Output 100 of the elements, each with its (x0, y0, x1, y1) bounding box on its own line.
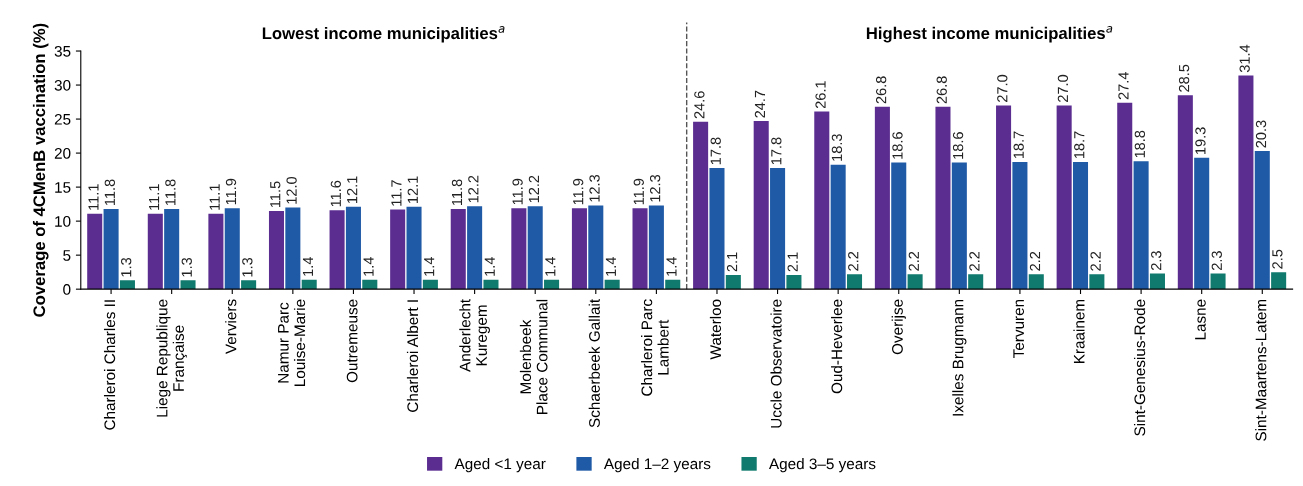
data-label: 12.3 (589, 174, 600, 202)
bar (874, 106, 890, 290)
bar (725, 274, 741, 290)
data-label: 1.4 (424, 257, 435, 276)
x-tick-label: Waterloo (709, 299, 722, 360)
bar (390, 209, 406, 290)
x-tick-label: Namur Parc Louise-Marie (278, 299, 306, 386)
x-tick-label: Liege Republique Française (156, 299, 188, 417)
x-tick-label: Anderlecht Kuregem (459, 299, 490, 372)
y-tick-label: 30 (54, 79, 71, 91)
data-label: 11.9 (225, 178, 237, 205)
bar (544, 279, 560, 290)
data-label: 12.3 (649, 174, 661, 202)
data-label: 2.1 (787, 252, 798, 272)
x-tick-label: Verviers (225, 299, 237, 355)
data-label: 18.6 (892, 132, 903, 159)
bar (891, 162, 907, 290)
bar (648, 205, 664, 290)
bar (1056, 105, 1072, 290)
data-label: 2.2 (848, 251, 859, 271)
data-label: 17.8 (710, 137, 721, 165)
bar (709, 168, 725, 290)
x-tick-label: Outremeuse (346, 299, 358, 383)
bar (208, 213, 224, 290)
y-tick-label: 35 (54, 45, 71, 57)
data-label: 24.6 (694, 91, 705, 119)
bar (968, 274, 984, 290)
data-label: 11.8 (451, 179, 463, 205)
y-tick-label: 15 (55, 182, 71, 193)
data-label: 26.8 (875, 76, 887, 104)
y-tick-label: 0 (63, 284, 71, 295)
bar (632, 208, 648, 290)
data-label: 11.1 (209, 184, 220, 210)
bar (103, 208, 119, 290)
data-label: 28.5 (1178, 64, 1190, 92)
bar (1149, 273, 1165, 290)
y-axis-title: Coverage of 4CMenB vaccination (%) (32, 23, 49, 317)
bar (1254, 151, 1270, 290)
x-tick-label: Molenbeek Place Communal (519, 299, 548, 414)
bar (467, 206, 483, 290)
legend-label: Aged <1 year (454, 458, 546, 473)
bar (846, 274, 863, 290)
data-label: 12.2 (468, 175, 479, 203)
bar (527, 206, 543, 290)
data-label: 18.8 (1134, 130, 1146, 158)
bar (1177, 95, 1193, 290)
bar (786, 274, 802, 290)
bar (224, 208, 240, 290)
data-label: 1.4 (605, 257, 616, 276)
data-label: 2.2 (1029, 251, 1041, 271)
bar (268, 210, 285, 290)
x-tick-label: Lasne (1195, 299, 1206, 340)
x-tick-label: Sint-Genesius-Rode (1133, 299, 1146, 436)
data-label: 27.4 (1118, 72, 1129, 100)
data-label: 18.3 (831, 134, 843, 161)
legend-label: Aged 1–2 years (603, 458, 711, 473)
data-label: 19.3 (1195, 127, 1206, 154)
bar (1072, 161, 1089, 290)
bar (907, 274, 923, 290)
bar (951, 162, 967, 290)
x-tick-label: Schaerbeek Gallait (588, 299, 600, 428)
bar (1012, 161, 1028, 290)
x-tick-label: Sint-Maartens-Latem (1255, 299, 1267, 441)
data-label: 11.7 (391, 180, 402, 206)
data-label: 12.1 (407, 176, 418, 203)
x-tick-label: Kraainem (1073, 299, 1085, 364)
bar (285, 207, 301, 290)
bar (1028, 274, 1044, 290)
data-label: 11.8 (104, 179, 115, 205)
data-label: 12.0 (286, 176, 297, 204)
data-label: 2.2 (908, 251, 919, 271)
data-label: 18.6 (952, 132, 964, 159)
data-label: 2.3 (1151, 251, 1162, 271)
bar (1133, 161, 1149, 290)
bar (301, 279, 317, 290)
bar (1238, 75, 1254, 290)
data-label: 11.9 (512, 178, 523, 205)
bar (753, 121, 769, 290)
data-label: 31.4 (1239, 44, 1250, 73)
data-label: 11.9 (573, 178, 584, 205)
data-label: 2.3 (1211, 251, 1222, 271)
bar (588, 205, 604, 290)
bar (1271, 272, 1287, 290)
data-label: 11.8 (165, 179, 176, 205)
data-label: 20.3 (1255, 120, 1267, 148)
bar (450, 208, 466, 290)
data-label: 27.0 (997, 74, 1008, 102)
bar (422, 279, 438, 290)
bar (665, 279, 681, 290)
bar (814, 111, 830, 290)
x-tick-label: Overijse (891, 299, 906, 355)
y-tick-label: 5 (63, 250, 71, 261)
data-label: 11.6 (330, 180, 341, 207)
data-label: 2.2 (969, 251, 980, 271)
bar (147, 213, 163, 290)
data-label: 1.4 (666, 257, 677, 276)
data-label: 2.2 (1090, 251, 1101, 271)
data-label: 11.5 (270, 181, 281, 208)
bar (329, 210, 345, 290)
x-tick-label: Oud-Heverlee (831, 299, 843, 394)
